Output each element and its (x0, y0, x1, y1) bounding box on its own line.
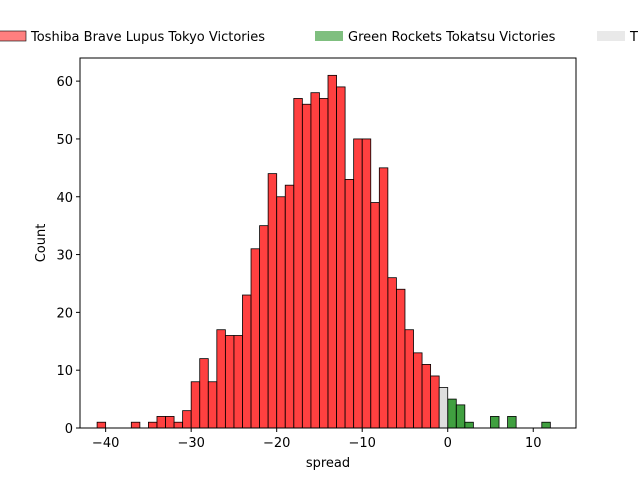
x-axis-ticks: −40 −30 −20 −10 0 10 (92, 428, 542, 451)
legend-label-0: Toshiba Brave Lupus Tokyo Victories (30, 30, 265, 45)
x-tick-label: −10 (348, 436, 375, 451)
histogram-bar-s0-b0 (96, 421, 107, 429)
legend-label-2: T (629, 30, 638, 45)
histogram-bar-s0-b8 (199, 358, 209, 429)
histogram-bars (96, 74, 551, 429)
plot-frame (79, 57, 577, 429)
y-tick-label: 0 (65, 422, 73, 437)
y-tick-label: 40 (56, 191, 73, 206)
y-axis-ticks: 0 10 20 30 40 50 60 (56, 75, 80, 437)
y-tick-label: 10 (56, 364, 73, 379)
histogram-bar-s0-b10 (216, 329, 226, 429)
legend: Toshiba Brave Lupus Tokyo Victories Green… (0, 30, 638, 45)
histogram-bar-s0-b24 (336, 86, 346, 429)
histogram-bar-s0-b18 (284, 184, 295, 429)
x-tick-label: −30 (177, 436, 204, 451)
histogram-bar-s0-b22 (319, 98, 329, 429)
legend-swatch-0 (0, 30, 27, 42)
legend-label-1: Green Rockets Tokatsu Victories (348, 30, 556, 45)
histogram-bar-s0-b28 (370, 202, 380, 429)
y-tick-label: 50 (56, 133, 73, 148)
histogram-bar-s0-b26 (353, 138, 363, 429)
histogram-bar-s0-b13 (242, 294, 252, 429)
y-axis-label: Count (34, 224, 49, 263)
histogram-bar-s0-b6 (182, 410, 192, 429)
histogram-bar-s0-b30 (387, 277, 397, 429)
histogram-bar-s0-b35 (430, 375, 440, 429)
histogram-bar-s0-b12 (233, 335, 243, 429)
legend-swatch-2 (597, 31, 625, 41)
histogram-bar-s0-b33 (413, 352, 423, 429)
histogram-bar-s0-b20 (301, 103, 312, 429)
x-tick-label: −20 (263, 436, 290, 451)
histogram-bar-s1-b4 (507, 416, 517, 429)
histogram-bar-s0-b31 (396, 288, 406, 429)
histogram-bar-s0-b15 (259, 225, 269, 429)
histogram-bar-s1-b3 (490, 416, 500, 429)
histogram-bar-s0-b34 (421, 364, 432, 429)
histogram-bar-s0-b19 (293, 98, 303, 429)
histogram-bar-s1-b1 (455, 404, 466, 429)
histogram-bar-s0-b3 (156, 416, 166, 429)
histogram-bar-s0-b29 (378, 167, 389, 429)
histogram-bar-s2-b0 (438, 387, 449, 429)
histogram-bar-s1-b5 (541, 421, 551, 429)
histogram-bar-s0-b32 (404, 329, 414, 429)
histogram-bar-s0-b21 (310, 92, 320, 429)
y-tick-label: 60 (56, 75, 73, 90)
histogram-bar-s0-b11 (224, 335, 235, 429)
y-tick-label: 20 (56, 306, 73, 321)
y-tick-label: 30 (56, 249, 73, 264)
x-tick-label: 0 (444, 436, 452, 451)
x-axis-label: spread (306, 456, 350, 471)
histogram-bar-s1-b2 (464, 421, 474, 429)
histogram-bar-s0-b9 (207, 381, 218, 429)
histogram-bar-s0-b14 (250, 248, 260, 429)
x-tick-label: −40 (92, 436, 119, 451)
histogram-bar-s0-b27 (361, 138, 372, 429)
x-tick-label: 10 (525, 436, 542, 451)
histogram-bar-s0-b17 (276, 196, 286, 429)
legend-swatch-1 (315, 31, 343, 41)
histogram-bar-s0-b4 (165, 416, 175, 429)
histogram-bar-s0-b23 (327, 74, 337, 429)
histogram-bar-s0-b25 (344, 179, 355, 429)
histogram-bar-s1-b0 (447, 398, 457, 429)
histogram-bar-s0-b5 (173, 421, 184, 429)
histogram-bar-s0-b1 (130, 421, 141, 429)
histogram-bar-s0-b2 (148, 421, 158, 429)
histogram-bar-s0-b16 (267, 173, 278, 429)
histogram-bar-s0-b7 (190, 381, 201, 429)
